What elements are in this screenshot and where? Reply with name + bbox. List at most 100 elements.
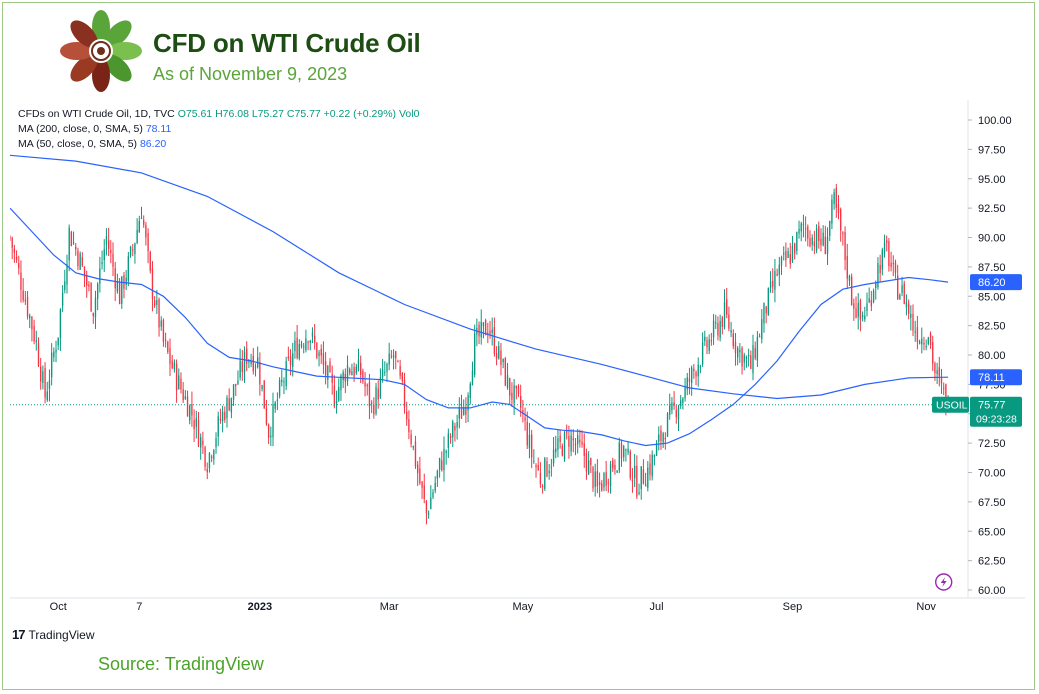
candle-body [204, 447, 206, 467]
candle-body [395, 351, 397, 359]
candle-body [570, 435, 572, 452]
candle-body [134, 243, 136, 255]
candle-body [31, 317, 33, 330]
candle-body [780, 257, 783, 266]
x-tick-label: Oct [50, 601, 67, 613]
candle-body [901, 285, 903, 293]
candle-body [68, 227, 70, 261]
ma50-line [9, 207, 949, 447]
candle-body [596, 471, 599, 487]
candle-body [112, 253, 114, 267]
candle-body [75, 246, 77, 250]
candle-body [866, 303, 868, 312]
candle-body [820, 238, 822, 246]
page-title: CFD on WTI Crude Oil [153, 28, 421, 58]
candle-body [270, 435, 272, 438]
candle-body [509, 377, 511, 396]
candle-body [517, 386, 520, 394]
candle-body [500, 350, 502, 365]
candle-body [469, 383, 471, 398]
candle-body [587, 460, 590, 475]
legend-ma50-row[interactable]: MA (50, close, 0, SMA, 5) 86.20 [18, 137, 419, 152]
candlestick-chart[interactable]: 100.00 97.50 95.00 92.50 90.00 87.50 85.00 82.5… [9, 100, 1025, 620]
candle-body [853, 303, 855, 309]
legend-ma200-row[interactable]: MA (200, close, 0, SMA, 5) 78.11 [18, 122, 419, 137]
candle-body [761, 319, 763, 339]
candle-body [864, 315, 866, 320]
candle-body [173, 362, 176, 370]
candle-body [460, 407, 463, 419]
candle-body [642, 469, 645, 484]
candle-body [473, 333, 476, 375]
candle-body [842, 232, 844, 235]
lightning-bolt-shape [940, 577, 947, 587]
candle-body [217, 416, 219, 437]
candle-body [132, 249, 134, 251]
candle-body [110, 249, 112, 254]
legend-ma200-value: 78.11 [145, 123, 172, 135]
candle-body [590, 458, 592, 465]
tradingview-logo[interactable]: 17 TradingView [12, 627, 95, 642]
y-tick-label: 90.00 [978, 233, 1006, 245]
candle-body [559, 435, 561, 443]
candle-body [331, 374, 333, 383]
candle-body [480, 321, 482, 338]
candle-body [197, 419, 200, 447]
candle-body [813, 241, 816, 247]
y-tick-label: 100.00 [978, 115, 1012, 127]
candle-body [776, 273, 778, 276]
candle-body [392, 355, 395, 358]
candle-body [896, 275, 899, 300]
candle-body [815, 228, 818, 251]
candle-body [412, 445, 414, 448]
candle-body [221, 411, 224, 422]
y-tick-label: 97.50 [978, 144, 1006, 156]
candle-body [623, 446, 625, 457]
y-tick-label: 82.50 [978, 321, 1006, 333]
x-tick-label: 2023 [248, 601, 272, 613]
candle-body [327, 366, 329, 380]
y-tick-label: 72.50 [978, 438, 1006, 450]
candle-body [99, 268, 101, 284]
candle-body [406, 411, 408, 420]
candle-body [9, 236, 11, 238]
candle-body [651, 454, 653, 477]
candle-body [114, 268, 116, 289]
candle-body [747, 354, 750, 357]
candle-body [826, 236, 829, 254]
candle-body [487, 332, 489, 335]
candle-body [53, 351, 55, 358]
candle-body [467, 395, 469, 411]
candle-body [449, 436, 452, 439]
chart-area[interactable]: 100.00 97.50 95.00 92.50 90.00 87.50 85.00 82.5… [9, 100, 1025, 620]
candle-body [923, 342, 925, 345]
candle-body [752, 345, 754, 374]
candle-body [226, 397, 228, 419]
candle-body [739, 349, 741, 353]
candle-body [877, 263, 879, 288]
candle-body [452, 421, 454, 438]
ma200-line [9, 154, 949, 400]
candle-body [423, 485, 425, 499]
candle-body [513, 385, 515, 404]
candle-body [769, 281, 772, 289]
candle-body [907, 303, 910, 314]
candle-body [471, 370, 474, 386]
candle-body [239, 360, 241, 378]
legend-symbol-label: CFDs on WTI Crude Oil, 1D, TVC [18, 108, 175, 120]
candle-body [265, 407, 268, 425]
candle-body [925, 345, 927, 348]
candle-body [921, 338, 923, 345]
symbol-tag [932, 396, 969, 413]
x-tick-label: May [512, 601, 533, 613]
candle-body [40, 366, 42, 382]
candle-body [526, 421, 528, 446]
y-tick-label: 70.00 [978, 468, 1006, 480]
candle-body [767, 287, 770, 315]
candle-body [671, 402, 673, 411]
candle-body [447, 433, 450, 448]
candle-body [491, 329, 493, 334]
candle-body [618, 442, 620, 471]
candle-body [835, 187, 837, 208]
candle-body [765, 306, 767, 314]
